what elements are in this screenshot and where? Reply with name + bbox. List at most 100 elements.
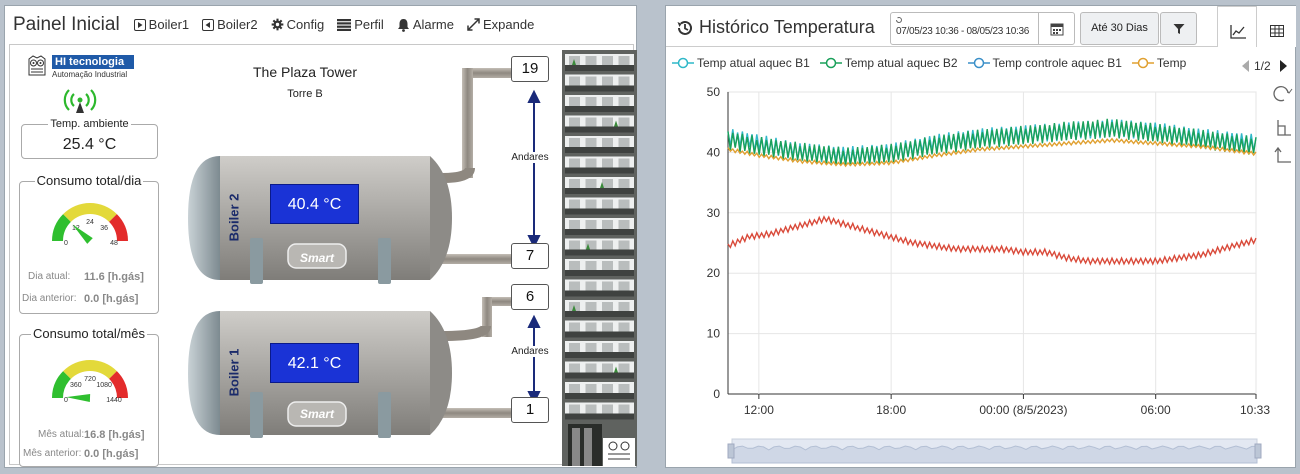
daily-gauge-tick: 24 xyxy=(86,219,94,226)
legend-item[interactable]: Temp controle aquec B1 xyxy=(967,56,1122,70)
restore-icon[interactable] xyxy=(1273,86,1293,102)
balcony-plant xyxy=(614,366,618,373)
range-30-days-button[interactable]: Até 30 Dias xyxy=(1080,12,1159,45)
building-window xyxy=(618,220,630,229)
building-balcony xyxy=(565,229,634,235)
building-window xyxy=(569,404,580,414)
building-window xyxy=(585,404,597,414)
ambient-temp-value: 25.4 °C xyxy=(62,136,117,153)
temperature-history-chart[interactable]: 0 10 20 30 40 50 12:00 18:00 00:00 (8/5/2023) 06… xyxy=(666,80,1297,465)
back-square-icon xyxy=(202,18,215,31)
building-window xyxy=(618,76,630,86)
y-tick-label: 10 xyxy=(707,327,721,341)
building-window xyxy=(585,199,597,209)
nav-alarme[interactable]: Alarme xyxy=(397,17,454,32)
legend-item[interactable]: Temp atual aquec B1 xyxy=(672,56,810,70)
wireless-signal-icon xyxy=(63,89,97,113)
building-window xyxy=(569,117,580,127)
history-title: Histórico Temperatura xyxy=(699,17,875,37)
pipe-segment xyxy=(485,297,515,306)
monthly-current-label: Mês atual: xyxy=(38,429,85,440)
daily-gauge-band xyxy=(63,203,117,222)
nav-config[interactable]: Config xyxy=(271,17,325,32)
legend-item[interactable]: Temp atual aquec B2 xyxy=(819,56,958,70)
building-window xyxy=(618,199,630,209)
building-balcony xyxy=(565,65,634,71)
nav-boiler2-label: Boiler2 xyxy=(217,17,258,32)
monthly-gauge-band xyxy=(52,371,71,398)
building-balcony xyxy=(565,290,634,297)
daily-gauge-tick: 36 xyxy=(100,225,108,232)
daily-previous-value: 0.0 [h.gás] xyxy=(84,293,139,305)
building-window xyxy=(585,384,597,393)
chart-view-tab[interactable] xyxy=(1217,6,1257,47)
date-range-picker[interactable]: 07/05/23 10:36 - 08/05/23 10:36 xyxy=(890,12,1075,45)
building-window xyxy=(585,363,597,373)
building-window xyxy=(569,343,580,352)
monthly-gauge-tick: 1440 xyxy=(106,397,122,404)
legend-item[interactable]: Temp xyxy=(1131,56,1186,70)
zoom-handle-right[interactable] xyxy=(1254,443,1262,459)
building-window xyxy=(602,261,613,270)
boiler-2-label: Boiler 2 xyxy=(226,193,242,242)
legend-symbol-icon xyxy=(672,57,694,69)
building-balcony xyxy=(565,106,634,112)
legend-prev-icon[interactable] xyxy=(1241,60,1251,72)
table-view-tab[interactable] xyxy=(1258,6,1296,47)
building-window xyxy=(585,343,597,352)
nav-config-label: Config xyxy=(286,17,325,32)
ambient-temp-label: Temp. ambiente xyxy=(48,118,131,130)
nav-boiler1[interactable]: Boiler1 xyxy=(133,17,189,32)
dashboard-panel: Painel Inicial Boiler1 Boiler2 Config Pe… xyxy=(4,5,637,468)
building-window xyxy=(569,179,580,188)
data-zoom-slider[interactable] xyxy=(727,438,1262,464)
boiler-1-smart-badge: Smart xyxy=(299,407,334,421)
ambient-temp-card: Temp. ambiente 25.4 °C xyxy=(21,118,158,159)
balcony-plant xyxy=(586,243,590,250)
building-window xyxy=(618,240,630,250)
building-window xyxy=(618,363,630,373)
play-square-icon xyxy=(133,18,146,31)
building-window xyxy=(618,281,630,291)
monthly-previous-label: Mês anterior: xyxy=(23,448,82,459)
filter-button[interactable] xyxy=(1160,12,1197,45)
daily-current-value: 11.6 [h.gás] xyxy=(84,271,144,283)
monthly-current-value: 16.8 [h.gás] xyxy=(84,429,145,441)
zoom-area-icon[interactable] xyxy=(1277,120,1291,136)
owl-mascot-icon xyxy=(603,438,635,466)
legend-item-label: Temp atual aquec B2 xyxy=(844,56,958,70)
zoom-handle-left[interactable] xyxy=(727,443,735,459)
calendar-icon[interactable] xyxy=(1050,22,1064,36)
building-window xyxy=(618,343,630,352)
boiler-1-temp-display: 42.1 °C xyxy=(270,343,359,383)
zoom-reset-icon[interactable] xyxy=(1274,146,1291,163)
logo-subtitle: Automação Industrial xyxy=(52,70,128,79)
nav-expande[interactable]: Expande xyxy=(467,17,534,32)
logo-name: HI tecnologia xyxy=(52,55,134,69)
building-window xyxy=(602,363,613,373)
y-tick-label: 30 xyxy=(707,206,721,220)
legend-pager: 1/2 xyxy=(1254,59,1271,73)
boiler-2-floors-label: Andares xyxy=(510,152,550,163)
nav-boiler2[interactable]: Boiler2 xyxy=(202,17,258,32)
building-window xyxy=(618,97,630,106)
building-window xyxy=(602,302,613,311)
building-window xyxy=(569,199,580,209)
building-window xyxy=(602,56,613,65)
legend-next-icon[interactable] xyxy=(1278,60,1288,72)
company-logo: HI tecnologia Automação Industrial xyxy=(27,55,137,85)
owl-logo-icon xyxy=(28,55,46,76)
building-window xyxy=(569,384,580,393)
building-balcony xyxy=(565,147,634,153)
pipe-elbow xyxy=(441,167,475,183)
nav-perfil[interactable]: Perfil xyxy=(337,17,384,32)
boiler-1-label: Boiler 1 xyxy=(226,348,242,397)
boiler-2-floor-bottom: 7 xyxy=(511,243,549,269)
building-window xyxy=(569,158,580,168)
building-balcony xyxy=(565,85,634,92)
history-header: Histórico Temperatura 07/05/23 10:36 - 0… xyxy=(666,6,1297,47)
boiler-plant-diagram xyxy=(188,50,637,466)
building-window xyxy=(602,179,613,188)
filter-icon xyxy=(1173,24,1184,34)
floor-range-arrow-bottom xyxy=(527,314,541,405)
